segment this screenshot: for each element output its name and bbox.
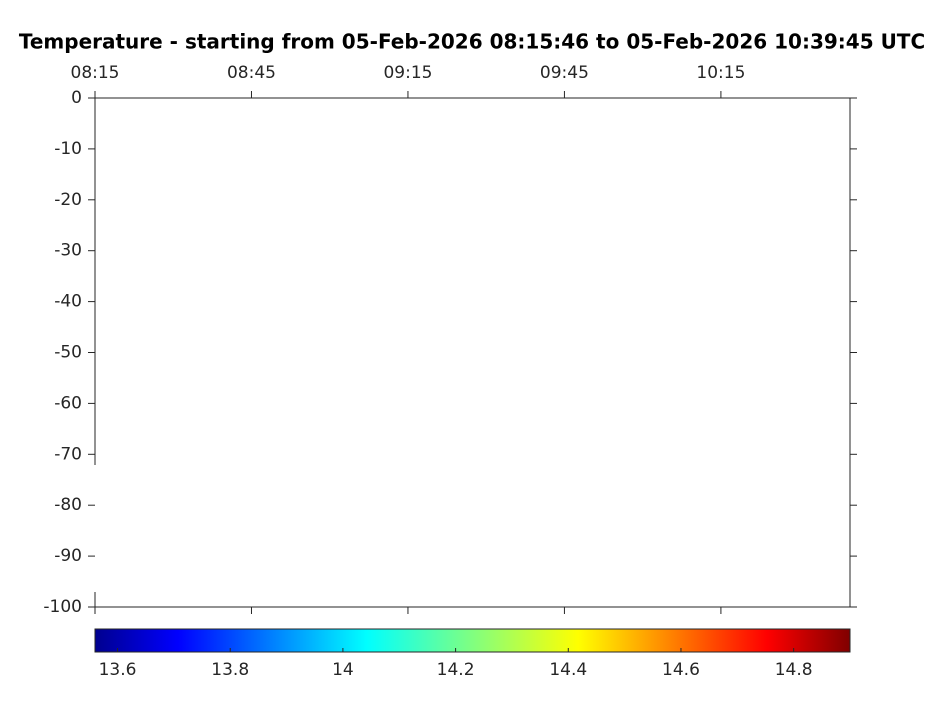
chart-title: Temperature - starting from 05-Feb-2026 …: [19, 30, 925, 54]
colorbar-tick-label: 14: [332, 660, 354, 680]
y-tick-label: -20: [54, 190, 82, 210]
y-tick-label: -90: [54, 546, 82, 566]
colorbar-tick-label: 13.6: [99, 660, 137, 680]
colorbar-tick-label: 14.4: [549, 660, 587, 680]
x-tick-label: 08:15: [71, 63, 120, 83]
colorbar: [94, 628, 851, 653]
colorbar-tick-label: 14.6: [662, 660, 700, 680]
y-tick-label: -10: [54, 139, 82, 159]
x-tick-label: 09:15: [383, 63, 432, 83]
y-tick-label: -100: [43, 597, 82, 617]
colorbar-tick-label: 14.8: [775, 660, 813, 680]
colorbar-tick-label: 13.8: [211, 660, 249, 680]
colorbar-tick-label: 14.2: [437, 660, 475, 680]
y-tick-label: -40: [54, 292, 82, 312]
x-tick-label: 10:15: [696, 63, 745, 83]
y-tick-label: -30: [54, 241, 82, 261]
y-tick-label: -70: [54, 444, 82, 464]
x-tick-label: 09:45: [540, 63, 589, 83]
plot-area: [95, 98, 850, 607]
x-tick-label: 08:45: [227, 63, 276, 83]
y-tick-label: 0: [71, 88, 82, 108]
y-tick-label: -50: [54, 343, 82, 363]
y-tick-label: -80: [54, 495, 82, 515]
y-tick-label: -60: [54, 393, 82, 413]
